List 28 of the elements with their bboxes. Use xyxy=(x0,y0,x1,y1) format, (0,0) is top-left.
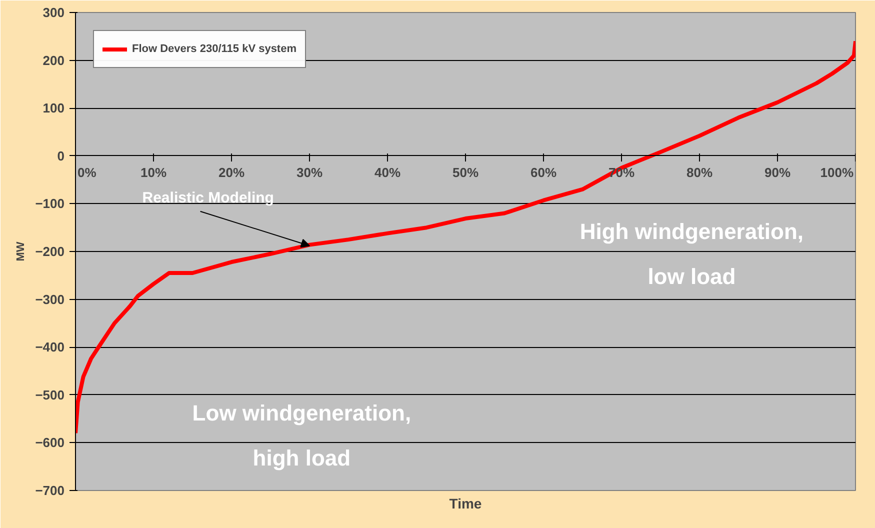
y-tick-label: 300 xyxy=(42,5,65,20)
x-tick-label: 80% xyxy=(686,164,713,180)
y-tick-label: −600 xyxy=(35,435,65,450)
y-tick-label: −400 xyxy=(35,340,65,355)
annotation: Low windgeneration, high load xyxy=(192,400,412,471)
x-tick-label: 100% xyxy=(820,164,854,180)
y-tick-label: −100 xyxy=(35,196,65,212)
legend-label: Flow Devers 230/115 kV system xyxy=(132,43,296,55)
y-tick-label: 0 xyxy=(57,148,65,164)
y-tick-label: 100 xyxy=(42,100,65,116)
y-tick-label: −300 xyxy=(35,292,65,307)
annotation: Realistic Modeling xyxy=(142,189,274,206)
line-series xyxy=(76,39,856,436)
x-tick-label: 0% xyxy=(78,164,97,180)
y-tick-label: −700 xyxy=(35,483,65,498)
x-tick-label: 30% xyxy=(296,164,323,180)
y-axis-title: MW xyxy=(15,241,28,262)
x-tick-label: 40% xyxy=(374,164,401,180)
annotation: High windgeneration, low load xyxy=(580,218,804,289)
y-tick-label: −200 xyxy=(35,244,65,259)
y-tick-label: 200 xyxy=(42,52,65,68)
x-axis-title: Time xyxy=(449,496,482,512)
x-tick-label: 20% xyxy=(218,164,245,180)
x-tick-label: 90% xyxy=(764,164,791,180)
x-tick-label: 60% xyxy=(530,164,557,180)
y-tick-label: −500 xyxy=(35,387,65,402)
x-tick-label: 10% xyxy=(140,164,167,180)
x-tick-label: 50% xyxy=(452,164,479,180)
